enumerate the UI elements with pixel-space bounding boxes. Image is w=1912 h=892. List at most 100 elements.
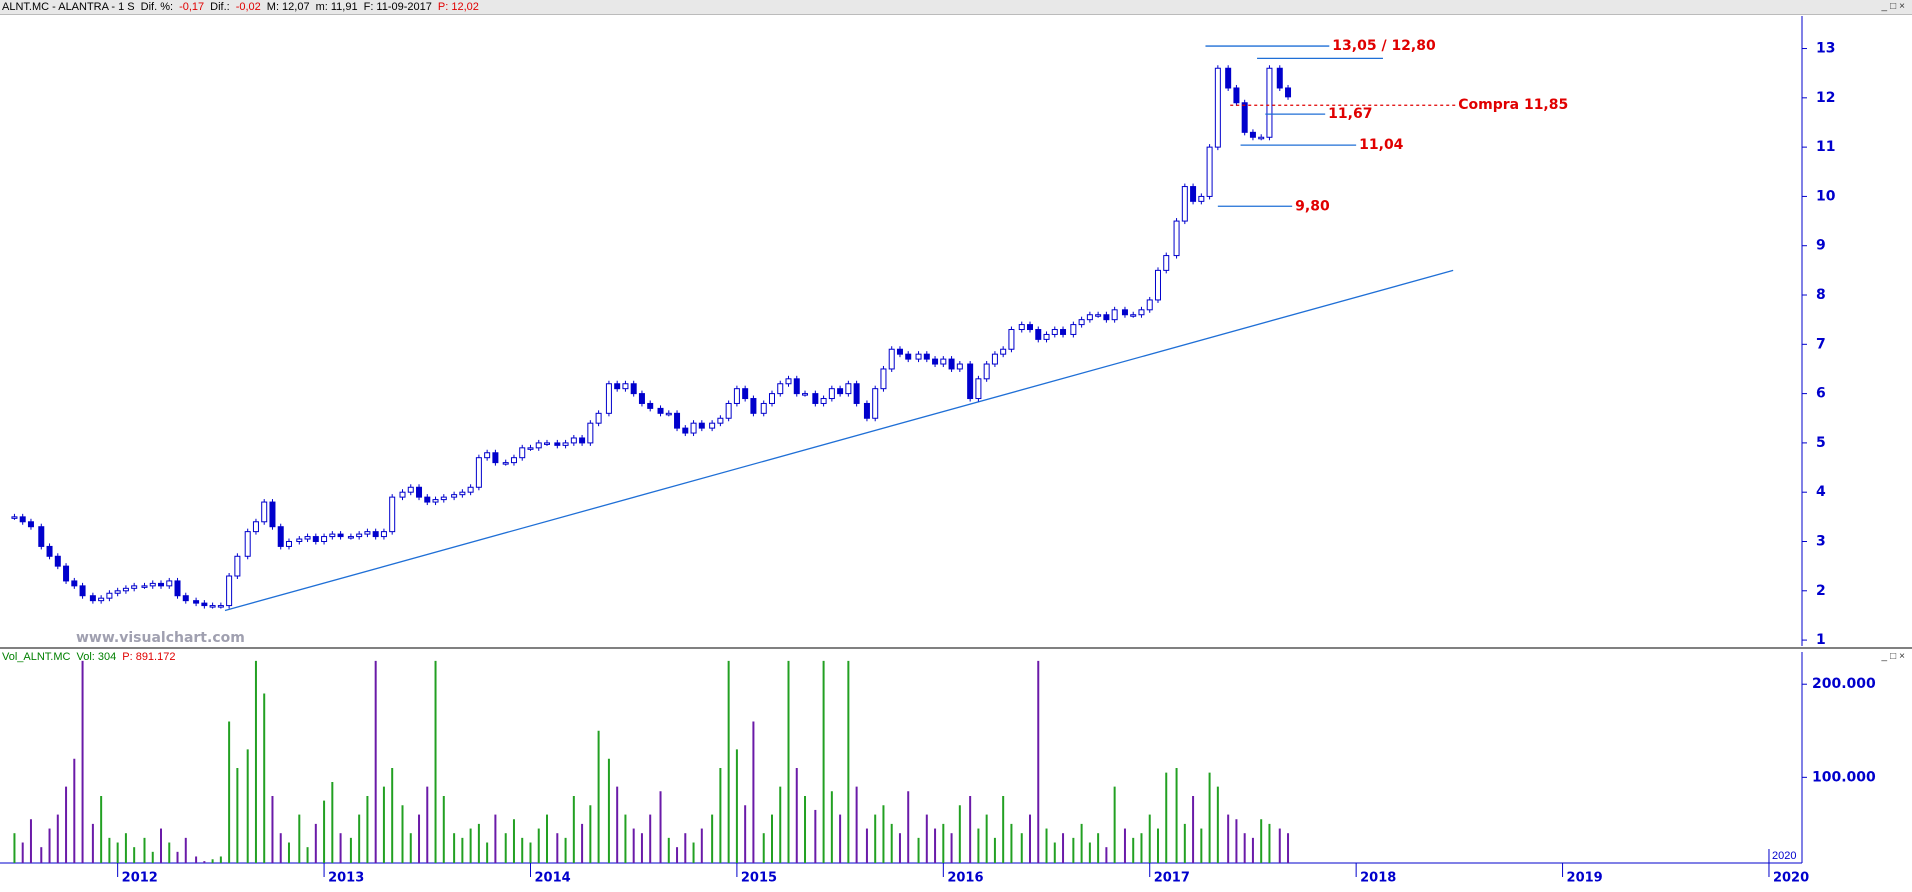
x-tick-label: 2013 (328, 871, 364, 886)
candle (698, 422, 705, 429)
candle (114, 590, 121, 594)
y-tick-label: 4 (1816, 484, 1826, 500)
header-field: P: 12,02 (437, 1, 479, 13)
candle (98, 597, 105, 602)
header-field: -0,17 (179, 1, 205, 13)
candle (182, 595, 189, 602)
candle (872, 388, 879, 419)
candle (1173, 220, 1180, 257)
level-label: 13,05 / 12,80 (1332, 38, 1436, 54)
candle (1138, 309, 1145, 316)
candle (261, 501, 268, 523)
candle (149, 582, 156, 587)
candle (209, 605, 216, 608)
candle (1130, 314, 1137, 317)
candle (79, 585, 86, 597)
candle (725, 402, 732, 419)
x-tick-label: 2016 (947, 871, 983, 886)
candle (674, 412, 681, 429)
candle (389, 496, 396, 533)
level-label: 11,67 (1328, 106, 1372, 122)
candle (820, 398, 827, 404)
candle (657, 407, 664, 414)
candle (845, 383, 852, 395)
header-field: ALNT.MC - ALANTRA - 1 S (2, 1, 135, 13)
y-tick-label: 1 (1816, 632, 1826, 648)
x-tick-label: 2018 (1360, 871, 1396, 886)
candle (579, 437, 586, 444)
candle (1008, 329, 1015, 350)
candle (166, 580, 173, 587)
candle (347, 536, 354, 539)
header-field: M: 12,07 (266, 1, 310, 13)
candle (932, 358, 939, 365)
candle (502, 462, 509, 465)
candle (1070, 324, 1077, 335)
candle (63, 565, 70, 582)
candle (768, 393, 775, 404)
candle (1249, 131, 1256, 138)
candle (1078, 319, 1085, 326)
x-tick-label: 2019 (1567, 871, 1603, 886)
candle (337, 533, 344, 538)
candle (614, 383, 621, 390)
candle (828, 388, 835, 400)
candle (1285, 87, 1292, 98)
candle (587, 422, 594, 444)
y-tick-label: 100.000 (1812, 769, 1876, 785)
candle (896, 348, 903, 355)
candle (777, 383, 784, 395)
candle (432, 499, 439, 503)
candle (174, 580, 181, 597)
candle (451, 494, 458, 498)
candle (71, 580, 78, 587)
candle (793, 378, 800, 395)
candle (1233, 87, 1240, 104)
y-tick-label: 12 (1816, 90, 1835, 106)
candle (940, 358, 947, 365)
candle (888, 348, 895, 370)
candle (226, 575, 233, 607)
candle (535, 442, 542, 449)
window-buttons[interactable]: _□× (1881, 651, 1908, 662)
candle (304, 536, 311, 540)
candle (1266, 67, 1273, 138)
header-field: Vol: 304 (76, 651, 117, 663)
candle (484, 452, 491, 459)
candle (1121, 309, 1128, 316)
candle (812, 393, 819, 404)
candle (709, 422, 716, 429)
candle (802, 393, 809, 396)
candle (321, 536, 328, 542)
header-field: Dif.: (210, 1, 230, 13)
window-buttons[interactable]: _□× (1881, 1, 1908, 12)
x-tick-label: 2017 (1154, 871, 1190, 886)
candle (54, 555, 61, 567)
candle (38, 526, 45, 547)
x-tick-label: 2012 (122, 871, 158, 886)
candle (1146, 299, 1153, 311)
candle (1241, 102, 1248, 133)
candle (440, 496, 447, 501)
candle (1035, 329, 1042, 340)
candle (1206, 146, 1213, 197)
y-tick-label: 9 (1816, 238, 1826, 254)
candle (905, 353, 912, 360)
y-tick-label: 13 (1816, 41, 1835, 57)
candle (785, 378, 792, 385)
candle (193, 600, 200, 604)
level-label: 11,04 (1359, 137, 1404, 153)
y-tick-label: 6 (1816, 386, 1826, 402)
level-label: Compra 11,85 (1458, 97, 1568, 113)
candle (1276, 67, 1283, 89)
header-field: -0,02 (235, 1, 261, 13)
candle (863, 402, 870, 419)
candle (682, 427, 689, 434)
candle (372, 531, 379, 538)
candle (622, 383, 629, 390)
candle (1198, 195, 1205, 202)
candle (131, 585, 138, 589)
candle (1111, 309, 1118, 321)
candle (1060, 329, 1067, 335)
candle (1000, 348, 1007, 355)
